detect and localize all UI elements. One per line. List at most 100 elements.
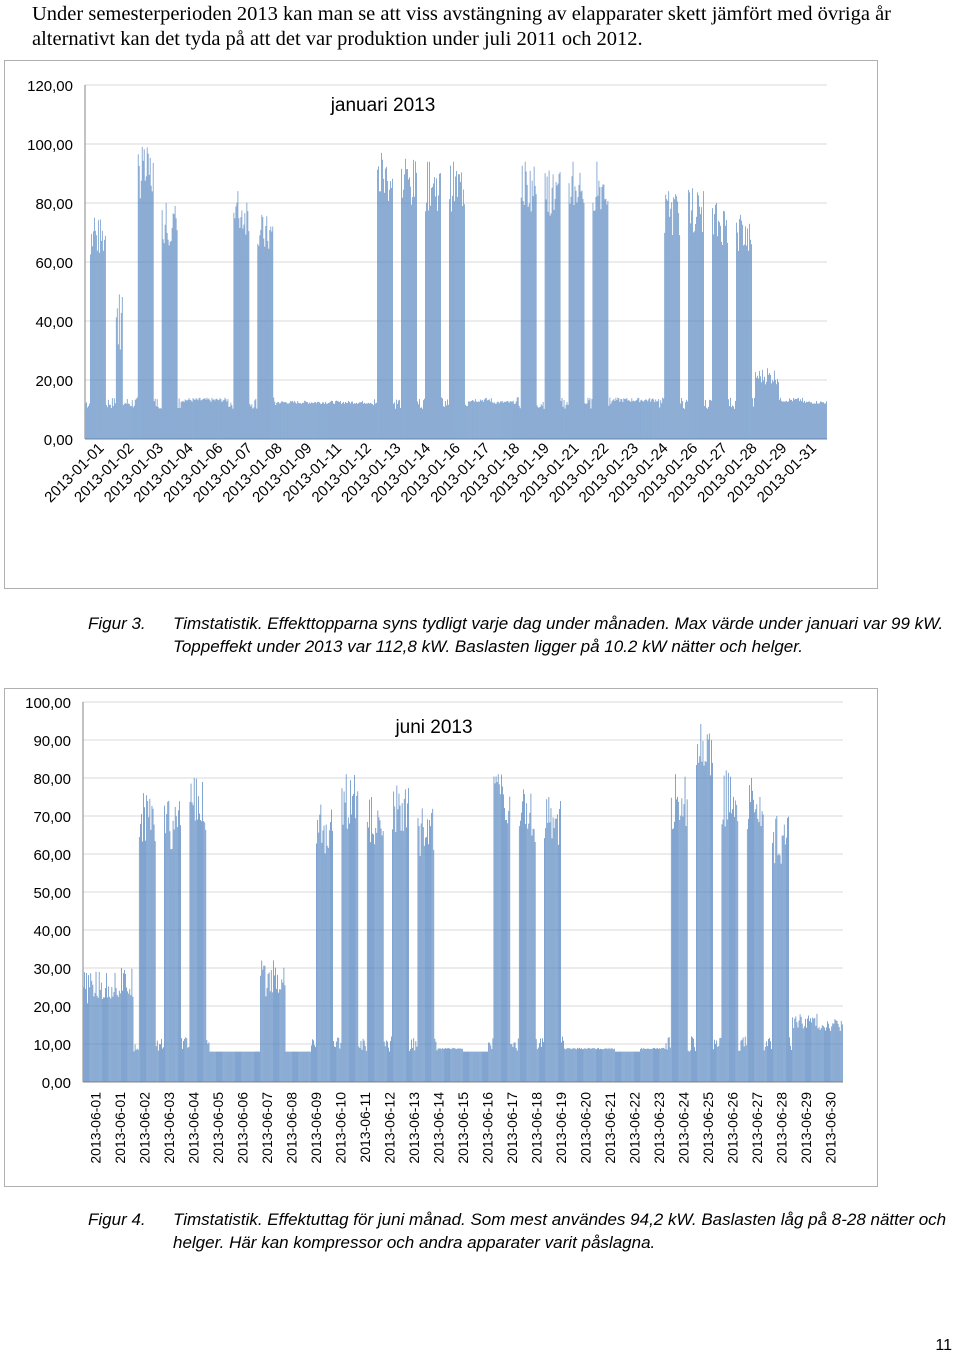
hour-bar (827, 1021, 828, 1082)
hour-bar (546, 176, 548, 439)
hour-bar (477, 401, 479, 439)
hour-bar (677, 796, 678, 1082)
hour-bar (296, 403, 298, 439)
hour-bar (126, 399, 128, 439)
hour-bar (538, 407, 540, 439)
hour-bar (356, 402, 357, 439)
hour-bar (653, 1048, 654, 1082)
hour-bar (339, 402, 340, 439)
hour-bar (191, 401, 193, 439)
hour-bar (159, 407, 161, 439)
hour-bar (325, 401, 326, 439)
hour-bar (451, 1048, 453, 1082)
hour-bar (217, 399, 219, 439)
hour-bar (359, 1047, 361, 1082)
hour-bar (188, 1046, 190, 1082)
hour-bar (757, 818, 759, 1082)
hour-bar (397, 403, 398, 439)
hour-bar (246, 202, 248, 439)
hour-bar (800, 399, 801, 439)
hour-bar (102, 999, 103, 1082)
hour-bar (238, 1051, 239, 1082)
hour-bar (498, 403, 500, 439)
hour-bar (715, 204, 716, 439)
hour-bar (667, 1037, 669, 1082)
hour-bar (193, 399, 195, 439)
hour-bar (175, 816, 177, 1082)
hour-bar (358, 403, 359, 439)
hour-bar (124, 969, 125, 1082)
hour-bar (360, 1040, 362, 1082)
hour-bar (112, 996, 114, 1082)
hour-bar (122, 405, 124, 439)
hour-bar (658, 399, 660, 439)
hour-bar (638, 397, 640, 439)
hour-bar (695, 1051, 696, 1082)
hour-bar (706, 734, 708, 1082)
hour-bar (439, 173, 440, 439)
x-tick-label: 2013-06-14 (431, 1092, 447, 1164)
hour-bar (111, 987, 113, 1082)
hour-bar (85, 403, 86, 439)
hour-bar (153, 401, 155, 439)
hour-bar (695, 224, 696, 439)
hour-bar (96, 995, 98, 1082)
hour-bar (814, 1017, 816, 1082)
hour-bar (618, 1051, 619, 1082)
hour-bar (363, 403, 364, 439)
hour-bar (571, 1048, 573, 1082)
hour-bar (374, 399, 375, 439)
hour-bar (429, 161, 430, 439)
hour-bar (604, 199, 606, 439)
hour-bar (792, 401, 793, 439)
hour-bar (727, 242, 728, 439)
hour-bar (729, 812, 730, 1082)
hour-bar (601, 187, 603, 439)
hour-bar (121, 968, 122, 1082)
x-tick-label: 2013-06-30 (823, 1092, 839, 1164)
hour-bar (760, 376, 761, 439)
hour-bar (353, 403, 354, 439)
hour-bar (698, 762, 700, 1082)
hour-bar (717, 1046, 719, 1082)
hour-bar (212, 1051, 214, 1082)
hour-bar (642, 401, 644, 439)
hour-bar (186, 400, 188, 439)
hour-bar (276, 988, 277, 1082)
hour-bar (503, 401, 505, 439)
hour-bar (554, 818, 556, 1082)
hour-bar (599, 1049, 600, 1082)
hour-bar (252, 1051, 254, 1082)
hour-bar (179, 407, 181, 439)
hour-bar (172, 820, 174, 1082)
hour-bar (753, 799, 754, 1082)
hour-bar (476, 401, 478, 439)
hour-bar (243, 224, 245, 439)
hour-bar (200, 820, 201, 1082)
hour-bar (328, 402, 329, 439)
hour-bar (577, 1047, 578, 1082)
hour-bar (651, 399, 653, 439)
hour-bar (625, 398, 627, 439)
hour-bar (468, 401, 470, 439)
hour-bar (582, 1049, 583, 1082)
hour-bar (687, 401, 689, 439)
hour-bar (463, 204, 465, 439)
hour-bar (406, 827, 407, 1082)
hour-bar (515, 401, 517, 439)
hour-bar (675, 774, 676, 1082)
hour-bar (795, 1016, 797, 1082)
hour-bar (390, 181, 391, 439)
hour-bar (557, 183, 559, 439)
hour-bar (354, 403, 355, 439)
hour-bar (336, 1041, 338, 1082)
hour-bar (775, 818, 777, 1082)
hour-bar (724, 211, 725, 439)
hour-bar (105, 987, 106, 1082)
hour-bar (570, 1049, 572, 1082)
hour-bar (309, 402, 311, 439)
hour-bar (293, 402, 295, 439)
hour-bar (714, 214, 715, 439)
hour-bar (763, 380, 764, 439)
hour-bar (582, 198, 584, 439)
